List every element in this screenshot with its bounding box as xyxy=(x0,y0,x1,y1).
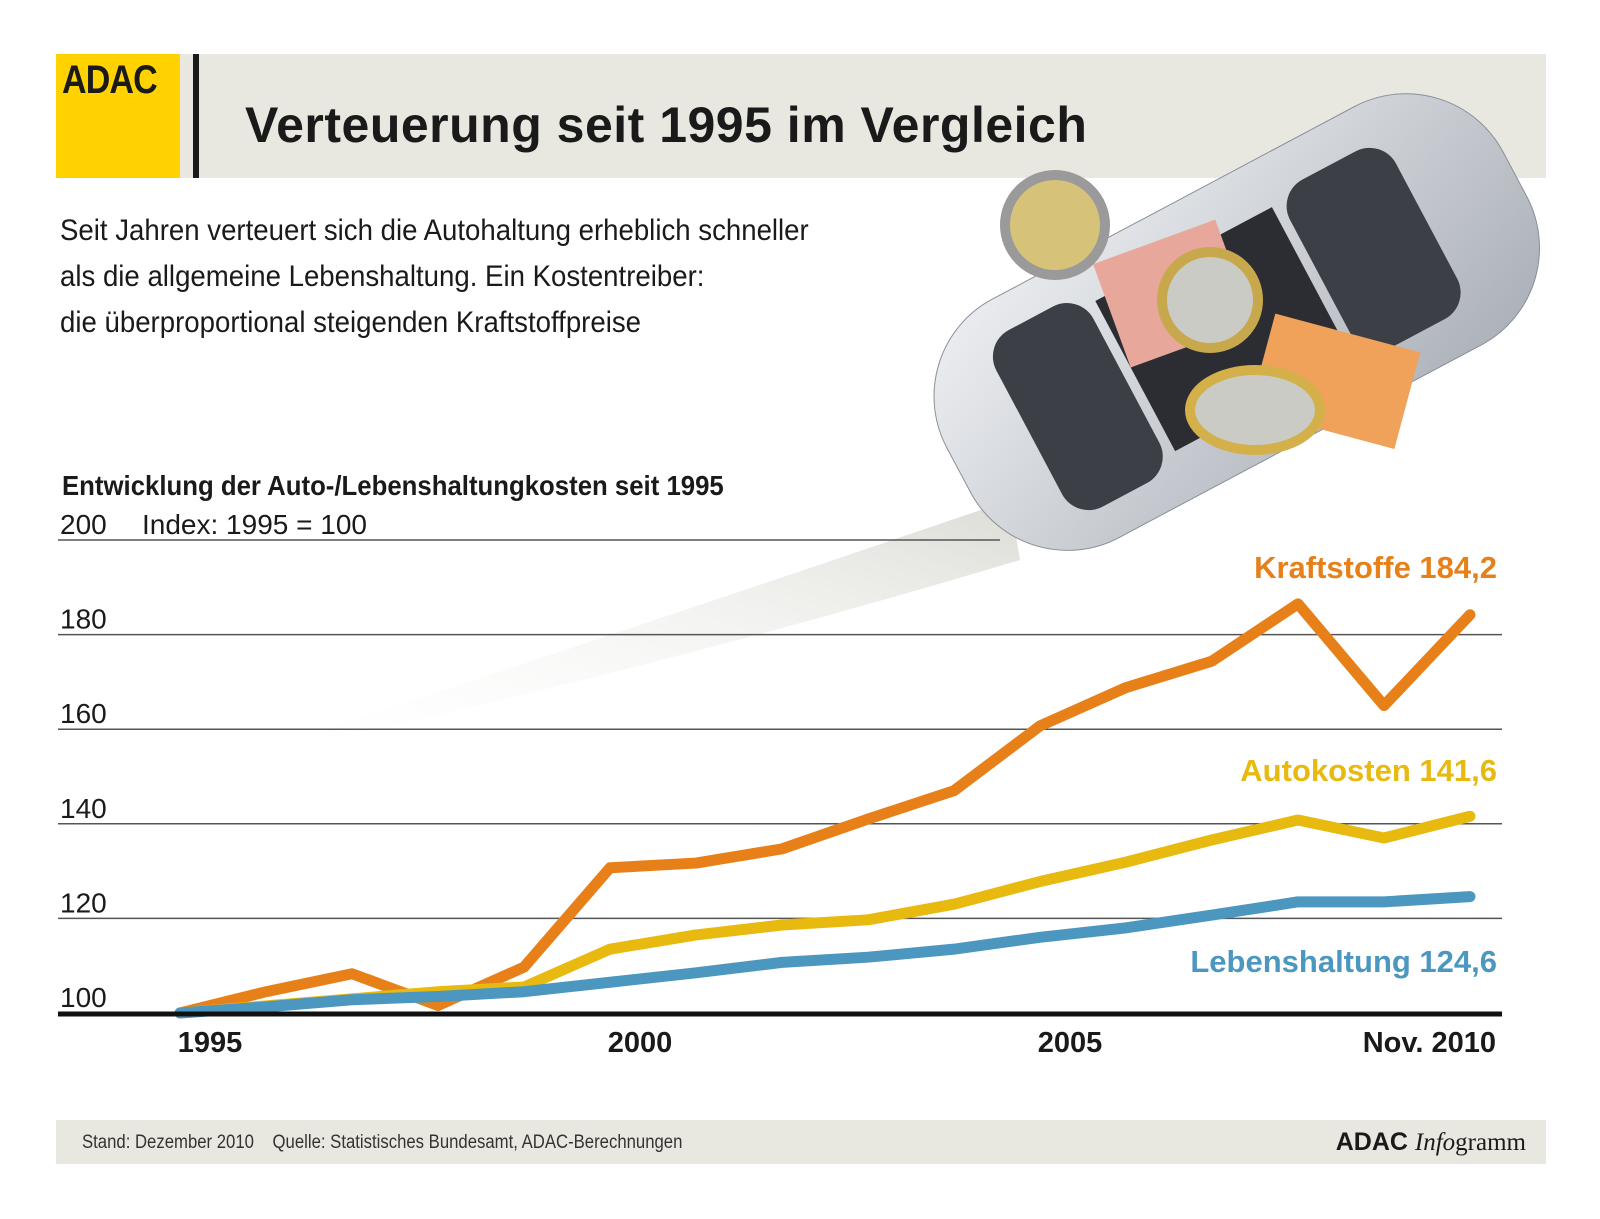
adac-logo: ADAC xyxy=(56,54,180,178)
x-tick-label: Nov. 2010 xyxy=(1363,1027,1496,1059)
footer-source: Stand: Dezember 2010 Quelle: Statistisch… xyxy=(82,1132,682,1154)
series-line-lebenshaltung xyxy=(174,891,1476,1019)
chart-title: Entwicklung der Auto-/Lebenshaltungkoste… xyxy=(62,470,724,501)
stand-date: Stand: Dezember 2010 xyxy=(82,1132,254,1153)
x-tick-label: 2000 xyxy=(608,1027,673,1059)
intro-line: die überproportional steigenden Kraftsto… xyxy=(60,306,642,339)
intro-line: als die allgemeine Lebenshaltung. Ein Ko… xyxy=(60,260,705,293)
x-tick-label: 1995 xyxy=(178,1027,243,1059)
logo-text: ADAC xyxy=(62,58,158,102)
brand-bold: ADAC xyxy=(1335,1128,1408,1156)
y-tick-label: 100 xyxy=(60,982,107,1013)
intro-text: Seit Jahren verteuert sich die Autohaltu… xyxy=(60,208,809,346)
intro-line: Seit Jahren verteuert sich die Autohaltu… xyxy=(60,214,809,247)
page-title: Verteuerung seit 1995 im Vergleich xyxy=(245,97,1088,153)
y-tick-label: 140 xyxy=(60,793,107,824)
series-label-lebenshaltung: Lebenshaltung 124,6 xyxy=(1190,944,1497,979)
index-note: Index: 1995 = 100 xyxy=(142,509,367,540)
brand-italic: Info xyxy=(1414,1129,1456,1156)
y-tick-label: 120 xyxy=(60,887,107,918)
header-divider xyxy=(193,54,199,178)
source-text: Quelle: Statistisches Bundesamt, ADAC-Be… xyxy=(272,1132,683,1153)
y-tick-label: 200 xyxy=(60,509,107,540)
y-tick-label: 180 xyxy=(60,604,107,635)
series-label-autokosten: Autokosten 141,6 xyxy=(1240,753,1497,788)
series-label-kraftstoffe: Kraftstoffe 184,2 xyxy=(1254,550,1497,585)
series-line-kraftstoffe xyxy=(174,598,1476,1019)
x-tick-label: 2005 xyxy=(1038,1027,1103,1059)
y-tick-label: 160 xyxy=(60,698,107,729)
footer-band: Stand: Dezember 2010 Quelle: Statistisch… xyxy=(56,1120,1546,1164)
brand-rest: gramm xyxy=(1455,1129,1526,1156)
adac-infogramm-brand: ADAC Infogramm xyxy=(1336,1128,1526,1157)
